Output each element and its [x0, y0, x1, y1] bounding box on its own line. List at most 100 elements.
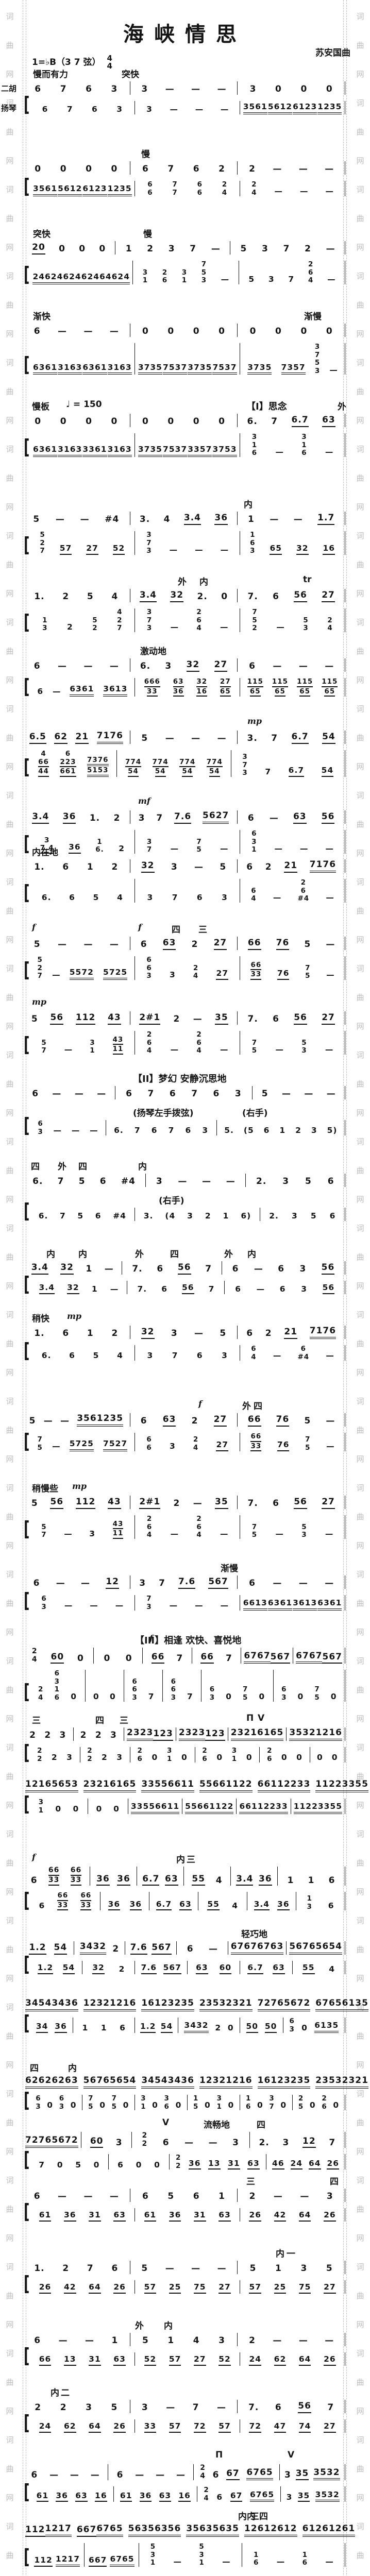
yangqin-line: 扬琴[6 7 6 3 3— — —3561 5612 6123 1235	[1, 94, 346, 114]
note-token: 3	[66, 1753, 73, 1762]
note-token: 56	[322, 1283, 335, 1294]
chord-note: 6	[38, 1120, 43, 1128]
note-token: 7	[176, 1653, 183, 1664]
duration-dash: —	[194, 1328, 203, 1339]
music-system: mf 3.4 36 1. 2 3 7 7.6 5627 6—63 56[3 7.4 36 1 6. 2 3 7—7…	[24, 796, 346, 860]
note-token: 3.	[143, 1211, 154, 1221]
note-token: 667	[76, 2525, 97, 2537]
measure: 4 66 44 6 223 661 7376 5153	[31, 750, 115, 777]
note-token: 6262	[25, 2076, 52, 2089]
duration-dash: —	[217, 84, 226, 95]
chord-note: 63	[173, 678, 184, 687]
note-token: 7	[57, 1176, 64, 1187]
note-token: 5572	[69, 968, 94, 980]
chord-note: 6	[301, 449, 307, 457]
note-token: 6	[99, 1176, 107, 1187]
marks-row: 稍慢些 mp	[24, 1481, 346, 1494]
measure: 2— — —	[239, 164, 344, 175]
note-token: 1232	[199, 2076, 226, 2089]
note-token: 7	[329, 2137, 336, 2148]
duration-dash: —	[217, 733, 226, 744]
erhu-line: 6— — —0 0 0 0 0 0 0 0	[24, 324, 346, 337]
note-token: 3.4	[183, 513, 201, 525]
barline	[84, 2543, 85, 2567]
duration-dash: —	[191, 733, 200, 744]
marks-row: 【II】梦幻 安静沉思地	[24, 1072, 346, 1084]
note-token: 3	[232, 2137, 239, 2148]
measure: 6 63 2 27	[131, 938, 237, 950]
erhu-line: 1. 6 1 2 32 3—5 6 2 21 7176	[24, 1326, 346, 1339]
note-token: 6	[328, 1875, 335, 1886]
barline	[237, 1011, 238, 1025]
measure: 2— —3	[239, 2192, 344, 2202]
music-system: f 内三 6 66 33 66 33 36 36 6.7 63 55 4 3.4 36 1 1 6[6 66 33 66…	[24, 1852, 346, 1917]
measure: 6 3— — —	[31, 1595, 133, 1611]
note-token: 3	[187, 1211, 193, 1221]
measure: 2. 3 5 6	[247, 1177, 344, 1187]
note-token: 66	[200, 1652, 214, 1664]
note-token: 3	[326, 2191, 333, 2202]
note-token: 27	[322, 1497, 335, 1509]
note-token: 5654	[109, 2076, 137, 2089]
chord-note: 1	[253, 2550, 259, 2559]
duration-dash: —	[274, 843, 283, 853]
barline	[134, 1031, 136, 1055]
note-token: 3532	[289, 1728, 316, 1741]
measure: 5 7—3 1 43 11	[31, 1036, 133, 1055]
chord-note: 66	[80, 1892, 92, 1901]
measure: 66 13 31 63	[31, 2354, 133, 2366]
duration-dash: —	[64, 1044, 73, 1054]
measure: 6765 6135	[314, 1998, 370, 2011]
chord-note: 5	[314, 359, 321, 367]
note-token: 0	[152, 1753, 158, 1762]
measure: 61 36 31 63	[136, 2210, 239, 2222]
note-token: 2	[295, 1126, 301, 1136]
note-token: 2.	[256, 1176, 267, 1187]
note-token: 66	[247, 1415, 261, 1427]
note-token: 6767	[296, 1651, 323, 1664]
chord-note: 6.	[95, 845, 104, 854]
chord-note: 6	[59, 2094, 65, 2103]
chord-note: 7	[251, 1038, 258, 1047]
note-token: 3735	[138, 445, 162, 457]
duration-dash: —	[58, 2191, 67, 2202]
measure: 1612 3235	[140, 1998, 196, 2011]
note-token: 3753	[212, 445, 237, 457]
chord-note: 3	[242, 769, 248, 777]
note-chord: 774 54	[152, 758, 169, 777]
barline	[134, 2280, 136, 2294]
note-token: 2.	[197, 591, 208, 602]
note-token: 7176	[309, 860, 337, 873]
chord-note: 5	[196, 845, 202, 854]
note-token: 6	[31, 2469, 38, 2480]
staff-bracket: [	[24, 1199, 30, 1223]
yangqin-line: [5 2 7 57 27 52 3 7 3— — —1 6 3 65 32 16	[24, 531, 346, 555]
chord-note: 1	[141, 2102, 146, 2111]
note-token: 61	[39, 2210, 52, 2222]
barline	[134, 1433, 136, 1452]
note-token: 5654	[315, 1942, 342, 1955]
duration-dash: —	[83, 2191, 93, 2202]
duration-dash: —	[281, 1089, 291, 1099]
note-token: 26	[324, 2354, 336, 2366]
barline	[237, 414, 238, 427]
note-token: 57	[218, 2421, 231, 2433]
note-token: 6	[162, 2137, 170, 2148]
erhu-line: 0 0 0 0 0 0 0 0 6. 7 6.7 63	[24, 414, 346, 427]
note-token: 6361	[267, 1599, 293, 1611]
note-token: 6	[140, 939, 147, 950]
note-token: 6	[273, 1014, 279, 1025]
note-token: 7	[172, 892, 178, 902]
duration-dash: —	[256, 1284, 265, 1294]
marks-row: 渐慢	[24, 1561, 346, 1574]
note-token: 3	[291, 1211, 298, 1221]
expression-mark: 一	[287, 2249, 295, 2259]
chord-note: 2	[142, 2131, 148, 2140]
